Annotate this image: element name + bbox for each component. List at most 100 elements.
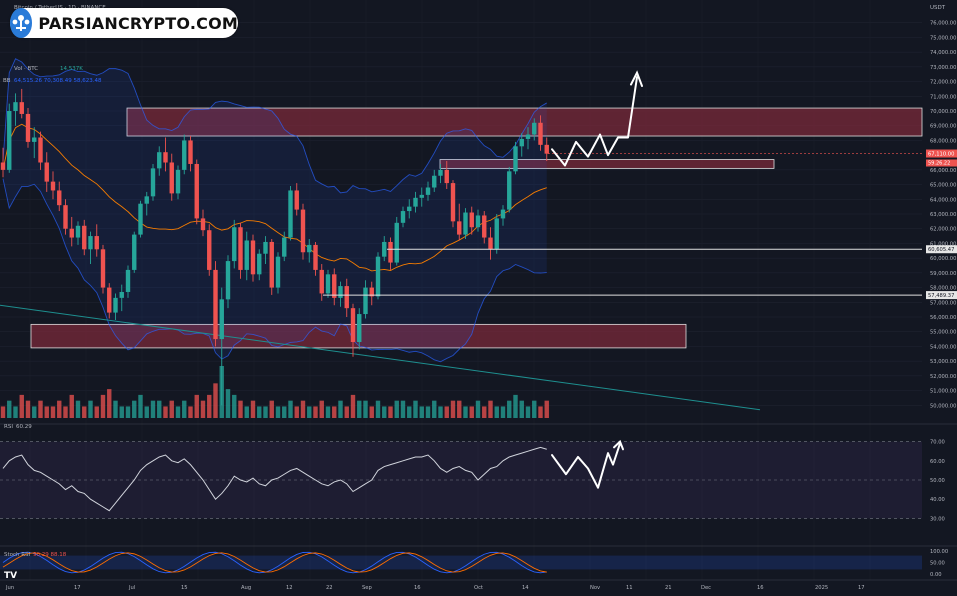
candle-body [475,215,481,228]
candle [394,216,399,266]
candle-body [125,269,131,292]
tv-logo-icon: TV [4,571,17,581]
candle [238,222,243,279]
volume-bar [425,406,431,418]
candle [244,231,249,281]
logo-text: PARSIANCRYPTO.COM [38,13,238,33]
y-tick-label: 73,000.00 [930,65,956,71]
candle-body [0,162,6,170]
candle [307,239,312,263]
y-tick-label: 52,000.00 [930,374,956,380]
x-tick-label: Aug [241,585,251,591]
projection-path [551,76,638,167]
candle-body [244,240,249,270]
candle [150,163,156,201]
y-tick-label: 58,000.00 [930,286,956,292]
volume-bar [532,400,537,418]
candle-body [369,287,374,297]
candle [207,224,212,276]
candle-body [138,203,143,235]
volume-bar [494,406,499,418]
candle [413,191,418,213]
volume-bar [150,400,156,418]
volume-bar [119,406,124,418]
candle [144,191,149,216]
x-tick-label: Jul [128,585,135,591]
candle-body [375,256,381,297]
candle [419,187,424,207]
y-tick-label: 53,000.00 [930,359,956,365]
candle [94,224,99,257]
volume-bar [107,389,112,418]
bb-values: 64,515.26 70,308.49 58,623.48 [14,78,102,84]
x-tick-label: Jun [5,585,14,591]
candle-body [44,162,49,182]
y-tick-label: 63,000.00 [930,212,956,218]
candle-body [269,241,274,288]
candle [500,205,506,226]
logo-tree-icon [10,8,33,38]
volume-bar [419,406,424,418]
candle-body [394,222,399,263]
volume-bar [394,400,399,418]
candle [44,152,49,192]
candle-body [307,244,312,253]
candle [407,199,412,219]
rsi-tick-label: 60.00 [930,459,945,465]
candle-body [113,297,118,313]
volume-bar [75,400,81,418]
volume-bar [100,394,106,418]
volume-bar [19,394,24,418]
candle [400,206,406,228]
volume-bar [207,394,212,418]
candle-body [182,140,187,170]
candle-body [257,253,262,275]
volume-bar [232,394,237,418]
candle-body [219,299,224,340]
candle-body [544,144,549,154]
volume-bar [500,406,506,418]
volume-bar [32,406,37,418]
y-tick-label: 61,000.00 [930,241,956,247]
candle-body [450,183,456,222]
candle-body [13,102,18,111]
volume-bar [388,406,393,418]
volume-bar [513,394,518,418]
candle [332,268,337,306]
volume-bar [482,406,487,418]
volume-bar [138,394,143,418]
level-60-tag: 60,605.47 [928,247,954,253]
candle-body [94,236,99,250]
stoch-label: Stoch RSI [4,552,31,558]
candle [432,169,437,192]
candle [482,211,487,244]
candle-body [225,261,231,300]
volume-bar [344,406,349,418]
candle [438,163,443,184]
candle [69,216,74,247]
x-tick-label: 2025 [815,585,828,591]
candle-body [444,169,449,184]
candle [288,186,293,241]
volume-bar [375,400,381,418]
candle-body [7,111,12,170]
candle-body [163,152,168,163]
candle-body [107,287,112,313]
y-tick-label: 69,000.00 [930,124,956,130]
candle [25,108,31,148]
volume-bar [400,400,406,418]
volume-bar [282,406,287,418]
candle-body [75,225,81,238]
site-logo: PARSIANCRYPTO.COM [10,8,238,38]
candle [138,200,143,238]
candle-body [275,256,281,288]
x-tick-label: 14 [522,585,529,591]
y-tick-label: 72,000.00 [930,80,956,86]
current-price-tag-bg [926,149,957,158]
candle [469,206,474,235]
volume-bar [469,406,474,418]
x-tick-label: Nov [590,585,600,591]
candle-body [69,228,74,238]
